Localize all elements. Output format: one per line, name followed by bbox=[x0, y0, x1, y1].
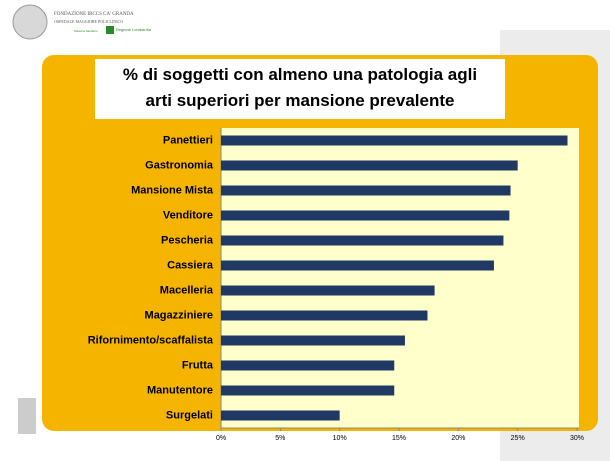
bar bbox=[221, 311, 427, 321]
region-logo bbox=[106, 26, 114, 34]
bar bbox=[221, 361, 394, 371]
y-tick-label: Frutta bbox=[182, 359, 214, 371]
bar bbox=[221, 286, 435, 296]
institution: FONDAZIONE IRCCS CA' GRANDA bbox=[54, 12, 134, 17]
x-tick-label: 5% bbox=[275, 435, 285, 442]
y-tick-label: Panettieri bbox=[163, 134, 213, 146]
y-tick-label: Venditore bbox=[163, 209, 213, 221]
bar bbox=[221, 386, 394, 396]
x-tick-label: 20% bbox=[451, 435, 465, 442]
bar bbox=[221, 236, 503, 246]
logo bbox=[13, 5, 47, 39]
bar bbox=[221, 186, 511, 196]
bar bbox=[221, 411, 340, 421]
bar bbox=[221, 336, 405, 346]
y-tick-label: Surgelati bbox=[166, 409, 213, 421]
y-tick-label: Rifornimento/scaffalista bbox=[88, 334, 214, 346]
bar bbox=[221, 261, 494, 271]
bottom-logo bbox=[18, 398, 36, 434]
bar bbox=[221, 211, 509, 221]
y-tick-label: Manutentore bbox=[147, 384, 213, 396]
bar bbox=[221, 136, 568, 146]
y-tick-label: Pescheria bbox=[161, 234, 214, 246]
x-tick-label: 15% bbox=[392, 435, 406, 442]
page: FONDAZIONE IRCCS CA' GRANDA OSPEDALE MAG… bbox=[0, 0, 610, 461]
system: Sistema Sanitario bbox=[74, 29, 98, 33]
bar bbox=[221, 161, 518, 171]
y-tick-label: Gastronomia bbox=[145, 159, 214, 171]
plot-area bbox=[221, 128, 579, 428]
y-tick-label: Cassiera bbox=[167, 259, 214, 271]
x-tick-label: 10% bbox=[333, 435, 347, 442]
slide: FONDAZIONE IRCCS CA' GRANDA OSPEDALE MAG… bbox=[0, 0, 610, 461]
y-tick-label: Macelleria bbox=[160, 284, 214, 296]
x-tick-label: 30% bbox=[570, 435, 584, 442]
y-tick-label: Mansione Mista bbox=[131, 184, 214, 196]
x-tick-label: 25% bbox=[511, 435, 525, 442]
x-tick-label: 0% bbox=[216, 435, 226, 442]
region: Regione Lombardia bbox=[116, 27, 152, 32]
hospital: OSPEDALE MAGGIORE POLICLINICO bbox=[54, 19, 123, 24]
y-tick-label: Magazziniere bbox=[145, 309, 213, 321]
